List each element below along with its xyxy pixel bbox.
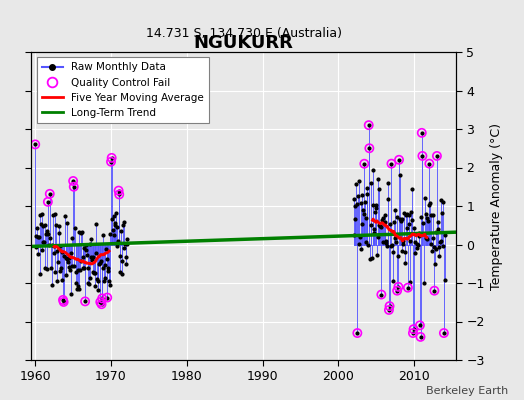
Point	[114, 187, 123, 194]
Point	[97, 301, 106, 307]
Point	[403, 284, 412, 291]
Point	[70, 184, 78, 190]
Point	[96, 299, 104, 305]
Point	[433, 153, 441, 159]
Point	[46, 191, 54, 197]
Point	[81, 298, 89, 304]
Point	[385, 307, 393, 313]
Point	[418, 153, 427, 159]
Y-axis label: Temperature Anomaly (°C): Temperature Anomaly (°C)	[490, 122, 503, 290]
Point	[409, 330, 417, 336]
Legend: Raw Monthly Data, Quality Control Fail, Five Year Moving Average, Long-Term Tren: Raw Monthly Data, Quality Control Fail, …	[37, 57, 209, 123]
Point	[385, 303, 394, 309]
Point	[31, 141, 39, 148]
Point	[103, 294, 112, 301]
Text: Berkeley Earth: Berkeley Earth	[426, 386, 508, 396]
Point	[98, 295, 106, 302]
Point	[59, 297, 67, 303]
Point	[365, 122, 373, 128]
Point	[430, 288, 439, 294]
Point	[416, 334, 424, 340]
Point	[353, 330, 362, 336]
Point	[377, 291, 386, 298]
Point	[440, 330, 448, 336]
Text: 14.731 S, 134.730 E (Australia): 14.731 S, 134.730 E (Australia)	[146, 27, 342, 40]
Point	[425, 160, 433, 167]
Point	[387, 160, 396, 167]
Point	[43, 199, 52, 205]
Point	[395, 156, 403, 163]
Point	[69, 178, 78, 184]
Point	[418, 130, 426, 136]
Point	[416, 322, 424, 328]
Point	[107, 158, 115, 165]
Title: NGUKURR: NGUKURR	[194, 34, 293, 52]
Point	[115, 191, 124, 198]
Point	[394, 284, 402, 290]
Point	[107, 155, 116, 161]
Point	[393, 288, 401, 294]
Point	[365, 145, 374, 152]
Point	[59, 299, 68, 305]
Point	[360, 160, 368, 167]
Point	[409, 326, 418, 332]
